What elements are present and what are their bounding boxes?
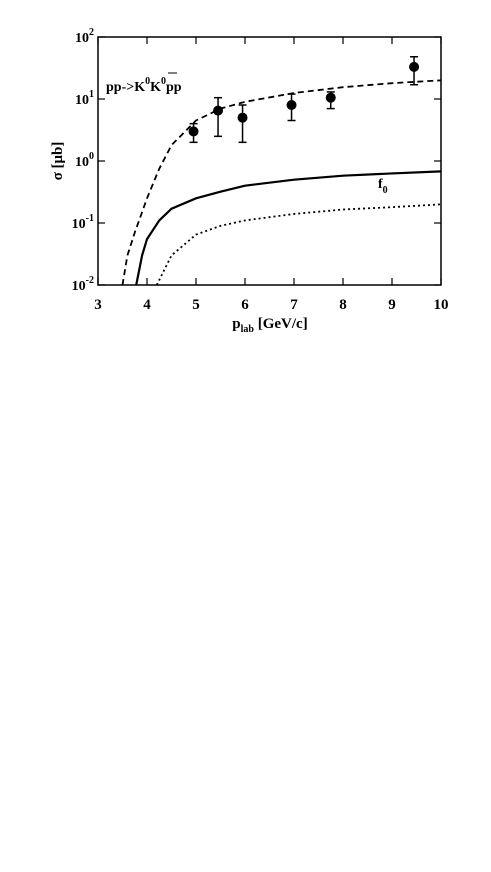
x-label-base: p [232,316,240,332]
x-tick-label: 4 [143,297,151,313]
annotation-part: pp [166,80,182,95]
annotation-part: pp->K [106,80,145,95]
plot-frame [97,36,442,286]
annotation-part: K [150,80,161,95]
data-point [188,126,199,137]
x-tick-label: 6 [241,297,249,313]
data-point [237,112,248,123]
curve [155,203,442,286]
curve [135,170,442,286]
data-point [409,61,420,72]
annotation-sup: 0 [145,76,150,87]
annotation-sub: 0 [383,185,388,196]
y-tick-label: 10-2 [72,275,94,294]
x-label-unit: [GeV/c] [254,316,308,332]
y-tick-label: 101 [75,89,94,108]
x-axis-label: plab [GeV/c] [232,316,307,335]
x-tick-label: 8 [339,297,347,313]
x-tick-label: 5 [192,297,200,313]
data-point [325,92,336,103]
data-point [286,100,297,111]
y-axis-label: σ [μb] [50,142,66,181]
annotation-part: f [378,177,383,192]
x-tick-label: 10 [434,297,449,313]
x-tick-label: 9 [388,297,396,313]
y-tick-label: 102 [75,27,94,46]
data-point [213,105,224,116]
x-tick-label: 3 [94,297,102,313]
reaction-annotation: pp->K0K0pp [106,76,182,95]
y-tick-label: 100 [75,151,94,170]
y-tick-label: 10-1 [72,213,94,232]
f0-annotation: f0 [378,177,388,196]
x-tick-label: 7 [290,297,298,313]
x-label-sub: lab [241,324,255,335]
annotation-sup: 0 [161,76,166,87]
curve [121,79,442,286]
